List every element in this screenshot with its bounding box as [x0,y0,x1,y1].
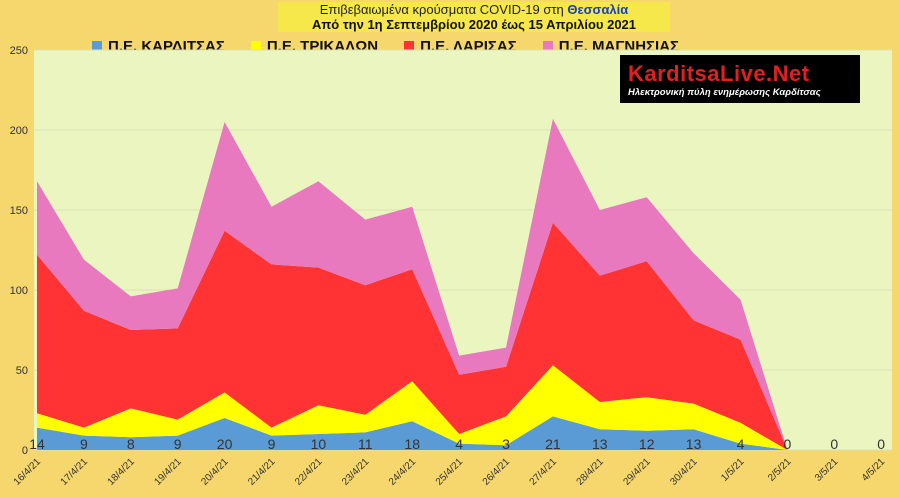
x-tick-label: 1/5/21 [719,456,747,484]
x-tick-label: 29/4/21 [621,456,653,488]
y-tick-label: 200 [10,125,28,137]
chart-title-box: Επιβεβαιωμένα κρούσματα COVID-19 στη Θεσ… [278,2,670,32]
data-label: 0 [784,436,792,452]
legend-swatch [92,41,102,51]
area-series-4 [37,118,788,451]
y-tick-label: 250 [10,45,28,57]
x-tick-label: 16/4/21 [12,456,44,488]
data-label: 20 [217,436,233,452]
data-label: 4 [455,436,463,452]
data-label: 18 [404,436,420,452]
data-label: 13 [686,436,702,452]
x-tick-label: 2/5/21 [766,456,794,484]
y-tick-label: 100 [10,285,28,297]
x-tick-label: 23/4/21 [340,456,372,488]
data-label: 3 [502,436,510,452]
x-tick-label: 19/4/21 [152,456,184,488]
y-tick-label: 0 [22,445,28,457]
x-tick-label: 24/4/21 [387,456,419,488]
logo-tagline: Ηλεκτρονική πύλη ενημέρωσης Καρδίτσας [628,87,821,98]
legend-swatch [250,41,261,51]
karditsalive-logo: KarditsaLive.Net Ηλεκτρονική πύλη ενημέρ… [620,55,860,103]
data-label: 9 [268,436,276,452]
logo-text: KarditsaLive.Net [628,61,810,86]
data-label: 14 [29,436,45,452]
data-label: 10 [311,436,327,452]
data-label: 9 [80,436,88,452]
data-label: 9 [174,436,182,452]
legend-swatch [404,41,415,51]
data-label: 21 [545,436,561,452]
chart-title: Επιβεβαιωμένα κρούσματα COVID-19 στη Θεσ… [319,2,629,17]
data-label: 12 [639,436,655,452]
data-label: 11 [358,436,373,452]
area-series-1 [37,416,788,450]
chart-subtitle: Από την 1η Σεπτεμβρίου 2020 έως 15 Απριλ… [311,17,637,32]
x-tick-label: 27/4/21 [528,456,560,488]
y-tick-label: 50 [16,365,28,377]
x-tick-label: 28/4/21 [575,456,607,488]
x-tick-label: 22/4/21 [293,456,325,488]
chart-title-region: Θεσσαλία [567,2,629,17]
x-tick-label: 30/4/21 [668,456,700,488]
legend-swatch [542,41,553,51]
x-tick-label: 26/4/21 [481,456,513,488]
data-label: 0 [830,436,838,452]
data-label: 8 [127,436,135,452]
x-tick-label: 18/4/21 [106,456,138,488]
area-series-2 [37,365,788,450]
data-label: 4 [737,436,745,452]
x-tick-label: 20/4/21 [199,456,231,488]
x-tick-label: 21/4/21 [246,456,278,488]
area-series-3 [37,222,788,450]
y-tick-label: 150 [10,205,28,217]
x-tick-label: 3/5/21 [813,456,841,484]
data-label: 13 [592,436,608,452]
x-tick-label: 4/5/21 [860,456,888,484]
x-tick-label: 17/4/21 [59,456,91,488]
data-label: 0 [877,436,885,452]
x-tick-label: 25/4/21 [434,456,466,488]
